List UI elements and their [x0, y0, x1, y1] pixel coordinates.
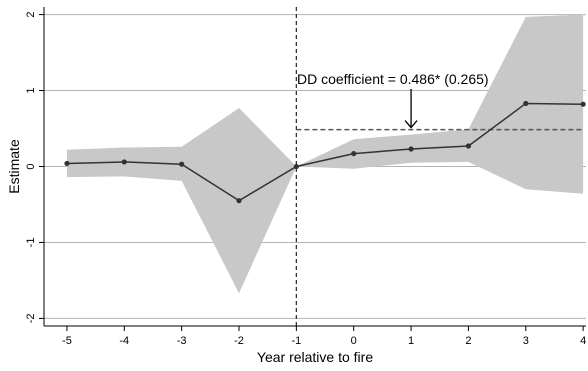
y-tick-label: 1 [25, 87, 37, 93]
y-ticks: -2 -1 0 1 2 [25, 12, 44, 324]
data-point [465, 143, 472, 149]
dd-annotation-text: DD coefficient = 0.486* (0.265) [297, 71, 489, 87]
x-tick-label: 2 [465, 335, 471, 347]
x-tick-label: -3 [177, 335, 187, 347]
data-point [408, 146, 414, 152]
data-point [580, 101, 586, 107]
x-tick-label: -1 [291, 335, 301, 347]
x-tick-label: -5 [62, 335, 72, 347]
x-tick-label: 0 [351, 335, 357, 347]
data-point [236, 198, 242, 204]
y-tick-label: 2 [25, 12, 37, 18]
x-axis-title: Year relative to fire [257, 349, 373, 365]
y-tick-label: -1 [25, 238, 37, 248]
x-tick-label: -4 [119, 335, 129, 347]
confidence-band [66, 14, 584, 294]
y-axis-title: Estimate [6, 139, 22, 194]
y-tick-label: 0 [25, 163, 37, 169]
x-tick-label: 4 [580, 335, 586, 347]
x-ticks: -5 -4 -3 -2 -1 0 1 2 3 4 [62, 326, 586, 347]
data-point [293, 163, 299, 170]
x-tick-label: -2 [234, 335, 244, 347]
data-point [179, 161, 185, 167]
series-line [66, 102, 584, 202]
dd-annotation-arrowhead [404, 120, 418, 129]
data-point [64, 160, 70, 167]
data-point [523, 100, 529, 107]
y-tick-label: -2 [25, 314, 37, 324]
data-point [351, 150, 357, 157]
data-point [121, 159, 127, 165]
x-tick-label: 1 [408, 335, 414, 347]
series-points [64, 100, 586, 204]
x-tick-label: 3 [523, 335, 529, 347]
